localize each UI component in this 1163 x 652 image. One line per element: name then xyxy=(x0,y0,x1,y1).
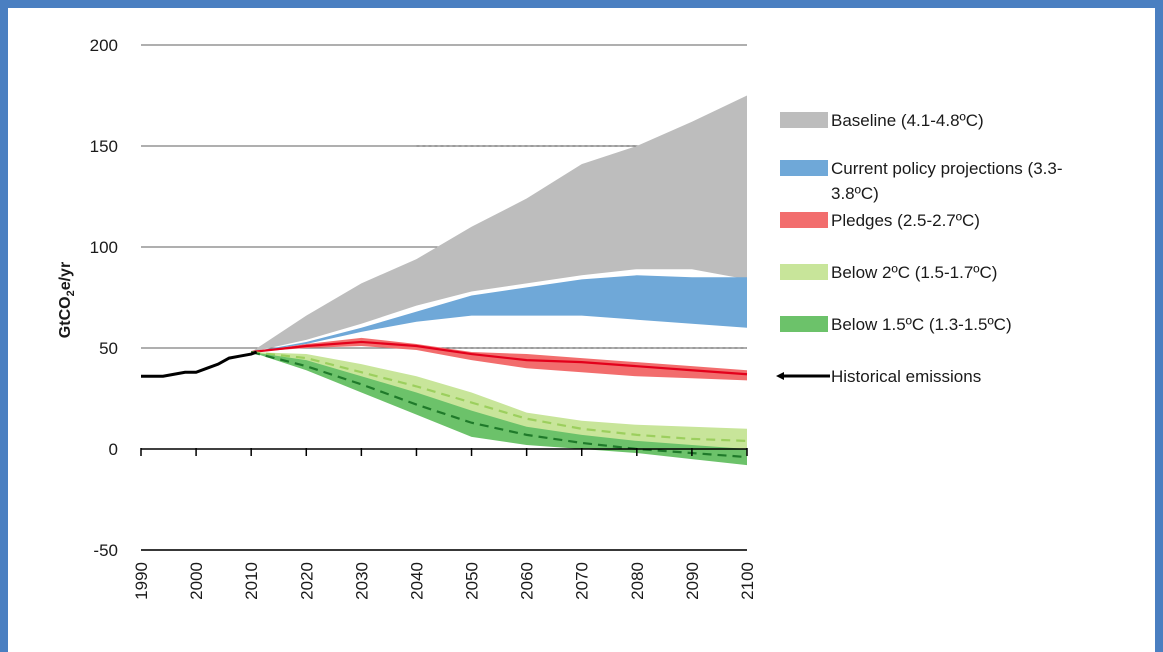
x-tick-label-0: 1990 xyxy=(132,562,151,600)
legend-swatch-0 xyxy=(780,112,828,128)
legend-label-5: Historical emissions xyxy=(831,367,981,386)
legend-item-0: Baseline (4.1-4.8ºC) xyxy=(780,111,984,130)
series-2-line xyxy=(251,340,748,376)
x-tick-label-5: 2040 xyxy=(407,562,426,600)
legend-swatch-1 xyxy=(780,160,828,176)
x-tick-label-8: 2070 xyxy=(573,562,592,600)
series-0-band xyxy=(251,95,747,353)
x-tick-label-7: 2060 xyxy=(518,562,537,600)
y-tick-label-1: 150 xyxy=(90,137,118,156)
y-tick-label-4: 0 xyxy=(109,440,118,459)
x-tick-label-2: 2010 xyxy=(242,562,261,600)
axes xyxy=(140,448,748,551)
series-4-band xyxy=(251,352,747,466)
x-tick-label-1: 2000 xyxy=(187,562,206,600)
legend-label-3: Below 2ºC (1.5-1.7ºC) xyxy=(831,263,997,282)
legend-item-2: Pledges (2.5-2.7ºC) xyxy=(780,211,980,230)
y-tick-label-2: 100 xyxy=(90,238,118,257)
legend-item-1: Current policy projections (3.3- 3.8ºC) xyxy=(780,159,1062,203)
legend-swatch-2 xyxy=(780,212,828,228)
y-tick-labels: 200 150 100 50 0 -50 xyxy=(90,36,118,560)
legend-item-3: Below 2ºC (1.5-1.7ºC) xyxy=(780,263,997,282)
legend-item-4: Below 1.5ºC (1.3-1.5ºC) xyxy=(780,315,1012,334)
x-tick-label-11: 2100 xyxy=(738,562,757,600)
legend-label-0: Baseline (4.1-4.8ºC) xyxy=(831,111,984,130)
x-tick-label-4: 2030 xyxy=(352,562,371,600)
series-3-line xyxy=(251,350,748,443)
y-tick-label-0: 200 xyxy=(90,36,118,55)
series-4-line xyxy=(250,350,748,459)
series-1-band xyxy=(251,275,747,353)
legend-label-4: Below 1.5ºC (1.3-1.5ºC) xyxy=(831,315,1012,334)
legend-swatch-3 xyxy=(780,264,828,280)
series-5-line xyxy=(141,350,258,378)
legend-arrowhead xyxy=(776,372,784,380)
legend-swatch-4 xyxy=(780,316,828,332)
legend-label-1-line2: 3.8ºC) xyxy=(831,184,879,203)
y-tick-label-3: 50 xyxy=(99,339,118,358)
x-tick-label-9: 2080 xyxy=(628,562,647,600)
y-axis-label: GtCO2e/yr xyxy=(57,262,77,338)
y-tick-label-5: -50 xyxy=(93,541,118,560)
x-tick-labels: 1990 2000 2010 2020 2030 2040 2050 2060 2070 2080… xyxy=(132,562,757,600)
legend-label-1: Current policy projections (3.3- xyxy=(831,159,1062,178)
x-tick-label-10: 2090 xyxy=(683,562,702,600)
x-tick-label-6: 2050 xyxy=(463,562,482,600)
legend-label-2: Pledges (2.5-2.7ºC) xyxy=(831,211,980,230)
series-2-band xyxy=(251,337,747,381)
legend-item-5: Historical emissions xyxy=(776,367,981,386)
legend: Baseline (4.1-4.8ºC) Current policy proje… xyxy=(776,111,1062,386)
series-layer xyxy=(141,95,748,466)
x-tick-label-3: 2020 xyxy=(297,562,316,600)
